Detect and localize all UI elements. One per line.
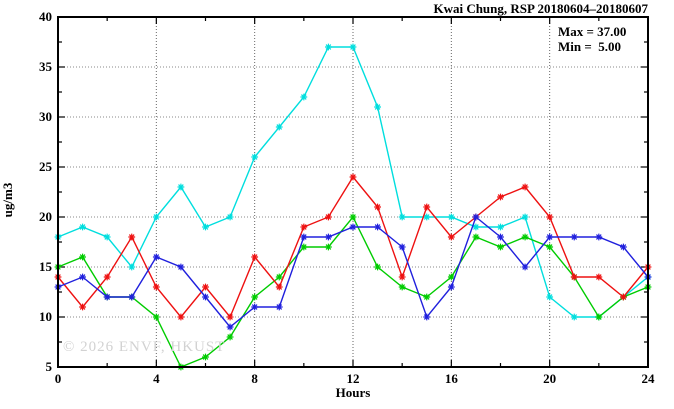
y-tick-label: 10 <box>39 309 52 324</box>
x-tick-label: 12 <box>346 371 360 386</box>
y-tick-label: 20 <box>39 209 52 224</box>
y-tick-label: 35 <box>39 59 52 74</box>
y-tick-label: 30 <box>39 109 52 124</box>
x-tick-label: 8 <box>251 371 258 386</box>
y-tick-label: 5 <box>45 359 53 374</box>
legend-max: Max = 37.00 <box>558 24 627 39</box>
chart-title: Kwai Chung, RSP 20180604–20180607 <box>433 1 648 16</box>
x-tick-label: 16 <box>444 371 458 386</box>
legend-min: Min = 5.00 <box>558 39 622 54</box>
x-axis-label: Hours <box>335 385 371 400</box>
y-tick-label: 40 <box>39 9 52 24</box>
y-tick-label: 15 <box>39 259 52 274</box>
x-tick-label: 0 <box>54 371 62 386</box>
x-tick-label: 24 <box>641 371 655 386</box>
y-axis-label: ug/m3 <box>0 182 15 218</box>
legend-stats: Max = 37.00 Min = 5.00 <box>558 24 626 54</box>
x-tick-label: 4 <box>153 371 160 386</box>
x-tick-label: 20 <box>543 371 557 386</box>
y-tick-label: 25 <box>39 159 52 174</box>
plot-frame <box>57 16 649 368</box>
watermark: © 2026 ENVF, HKUST <box>63 339 226 355</box>
